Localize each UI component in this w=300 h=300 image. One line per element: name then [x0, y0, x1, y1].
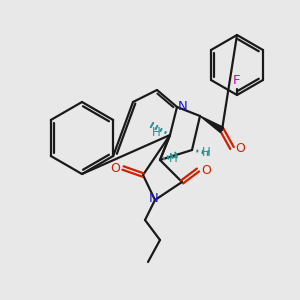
Polygon shape — [200, 116, 224, 133]
Text: F: F — [233, 74, 241, 88]
Text: O: O — [235, 142, 245, 154]
Text: N: N — [149, 193, 159, 206]
Text: H: H — [169, 152, 177, 164]
Text: H: H — [202, 146, 210, 158]
Text: O: O — [201, 164, 211, 176]
Text: N: N — [178, 100, 188, 112]
Text: H: H — [152, 127, 160, 140]
Text: O: O — [110, 161, 120, 175]
